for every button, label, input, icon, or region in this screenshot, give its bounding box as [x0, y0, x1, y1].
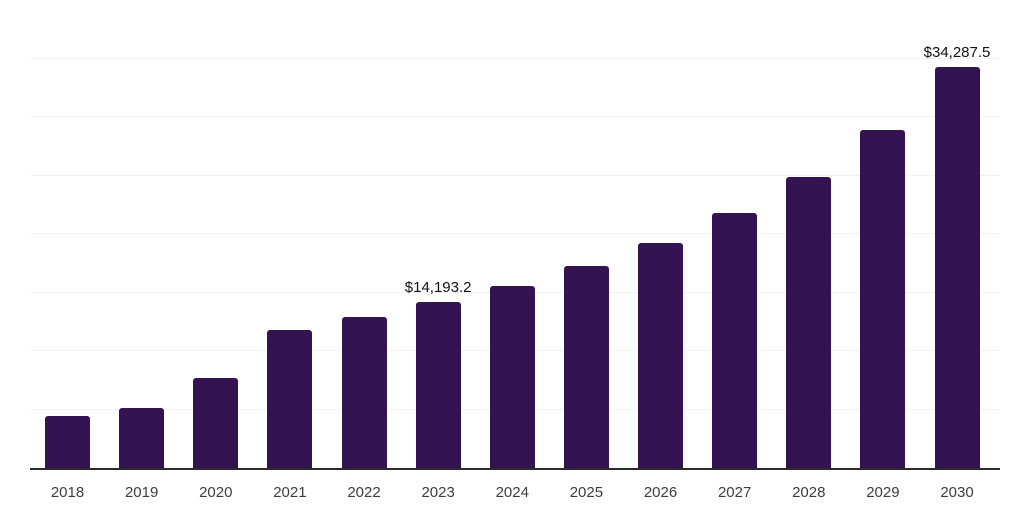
- x-tick-label-2027: 2027: [717, 484, 752, 501]
- bar-2023: [415, 301, 461, 468]
- plot-area: $14,193.2 $34,287.5: [30, 0, 1000, 470]
- gridline: [30, 233, 1000, 234]
- x-tick-label-2020: 2020: [199, 484, 233, 501]
- bar-2028: [786, 176, 832, 468]
- bar-2025: [563, 266, 609, 468]
- bar-2024: [489, 286, 535, 468]
- x-tick-label-2018: 2018: [50, 484, 85, 501]
- x-tick-label-2022: 2022: [347, 484, 381, 501]
- x-tick-label-2021: 2021: [273, 484, 307, 501]
- x-tick-label-2028: 2028: [792, 484, 826, 501]
- bar-2030: [934, 66, 980, 468]
- data-label-2023: $14,193.2: [404, 278, 472, 296]
- gridline: [30, 174, 1000, 176]
- data-label-2030: $34,287.5: [923, 43, 991, 61]
- x-tick-label-2025: 2025: [569, 484, 604, 501]
- bar-2019: [119, 408, 165, 468]
- bar-2026: [638, 243, 683, 468]
- gridline: [30, 116, 1000, 117]
- x-tick-label-2029: 2029: [866, 484, 900, 501]
- bar-2022: [341, 317, 387, 468]
- bar-2029: [860, 129, 906, 468]
- bar-2027: [712, 212, 758, 468]
- bar-2021: [267, 330, 313, 468]
- bar-2020: [193, 378, 239, 468]
- x-tick-label-2026: 2026: [643, 484, 678, 501]
- gridline: [30, 57, 1000, 59]
- x-tick-label-2024: 2024: [495, 484, 529, 501]
- x-axis-line: [30, 468, 1000, 470]
- x-tick-label-2030: 2030: [940, 484, 974, 501]
- x-tick-label-2019: 2019: [124, 484, 159, 501]
- bar-2018: [45, 416, 90, 468]
- x-tick-label-2023: 2023: [421, 484, 455, 501]
